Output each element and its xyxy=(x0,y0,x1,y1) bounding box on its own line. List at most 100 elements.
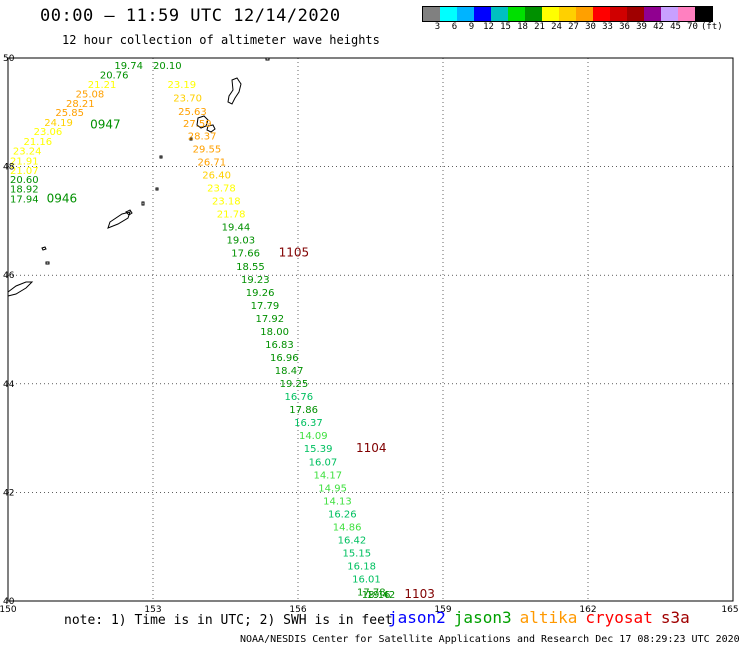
page-subtitle: 12 hour collection of altimeter wave hei… xyxy=(62,33,380,47)
color-scale-label: 21 xyxy=(534,22,545,32)
color-swatch xyxy=(474,7,491,21)
wave-height-value: 21.07 xyxy=(10,166,39,177)
wave-height-value: 28.37 xyxy=(188,131,217,142)
wave-height-value: 17.94 xyxy=(10,194,39,205)
wave-height-value: 17.66 xyxy=(231,249,260,260)
lon-tick-label: 162 xyxy=(579,605,596,615)
lon-tick-label: 150 xyxy=(0,605,17,615)
color-swatch xyxy=(695,7,712,21)
legend-s3a: s3a xyxy=(660,608,690,627)
color-swatch xyxy=(457,7,474,21)
color-swatch xyxy=(610,7,627,21)
wave-height-value: 23.18 xyxy=(212,197,241,208)
wave-height-value: 16.37 xyxy=(294,418,323,429)
map-border xyxy=(7,57,734,602)
wave-height-value: 14.13 xyxy=(323,496,352,507)
color-swatch xyxy=(491,7,508,21)
wave-height-value: 16.18 xyxy=(347,562,376,573)
wave-height-value: 20.10 xyxy=(153,61,182,72)
footer-note: note: 1) Time is in UTC; 2) SWH is in fe… xyxy=(64,613,393,628)
lat-tick-label: 44 xyxy=(3,380,15,390)
lon-tick-label: 153 xyxy=(144,605,161,615)
page-title: 00:00 – 11:59 UTC 12/14/2020 xyxy=(40,6,341,26)
coastline-islands xyxy=(7,57,270,297)
color-swatch xyxy=(593,7,610,21)
wave-height-value: 23.24 xyxy=(13,147,42,158)
wave-height-value: 17.79 xyxy=(251,301,280,312)
color-scale-bar xyxy=(422,6,713,22)
wave-height-value: 19.03 xyxy=(226,236,255,247)
color-swatch xyxy=(559,7,576,21)
lat-tick-label: 48 xyxy=(3,163,15,173)
wave-height-value: 14.09 xyxy=(299,431,328,442)
wave-height-value: 19.26 xyxy=(246,288,275,299)
wave-height-value: 26.40 xyxy=(202,171,231,182)
pass-time-label: 0947 xyxy=(90,118,121,132)
wave-height-value: 19.23 xyxy=(241,275,270,286)
wave-height-value: 21.21 xyxy=(88,80,117,91)
wave-height-value: 16.26 xyxy=(328,509,357,520)
legend-cryosat: cryosat xyxy=(585,608,653,627)
color-scale-label: 39 xyxy=(636,22,647,32)
wave-height-value: 15.39 xyxy=(304,444,333,455)
lat-lon-grid xyxy=(7,57,734,602)
wave-height-value: 23.06 xyxy=(34,127,63,138)
wave-height-value: 17.92 xyxy=(255,314,284,325)
wave-height-value: 14.17 xyxy=(313,470,342,481)
legend-jason3: jason3 xyxy=(453,608,512,627)
color-scale-label: 9 xyxy=(468,22,475,32)
color-scale-label: 18 xyxy=(517,22,528,32)
wave-height-value: 25.08 xyxy=(76,90,105,101)
pass-time-label: 0946 xyxy=(47,191,78,205)
legend-altika: altika xyxy=(519,608,578,627)
color-swatch xyxy=(661,7,678,21)
wave-height-value: 21.91 xyxy=(10,156,39,167)
color-scale-label: 42 xyxy=(653,22,664,32)
wave-height-value: 23.78 xyxy=(207,184,236,195)
wave-height-value: 23.70 xyxy=(173,93,202,104)
wave-height-points: 19.74 20.10 20.7621.2125.0828.2125.8524.19… xyxy=(10,61,395,601)
wave-height-value: 15.15 xyxy=(342,548,371,559)
color-scale-label: 33 xyxy=(602,22,613,32)
wave-height-value: 16.96 xyxy=(270,353,299,364)
color-swatch xyxy=(440,7,457,21)
wave-height-value: 21.78 xyxy=(217,210,246,221)
lon-tick-label: 156 xyxy=(289,605,306,615)
pass-time-label: 1104 xyxy=(356,441,387,455)
wave-height-value: 19.42 xyxy=(367,590,396,601)
wave-height-value: 18.00 xyxy=(260,327,289,338)
footer-credit: NOAA/NESDIS Center for Satellite Applica… xyxy=(240,634,740,645)
lon-tick-label: 159 xyxy=(434,605,451,615)
wave-height-value: 19.25 xyxy=(280,379,309,390)
wave-height-value: 18.47 xyxy=(275,366,304,377)
color-scale-labels: 3 6 9 12 15 18 21 24 27 30 33 36 39 42 45 70 (ft) xyxy=(422,22,740,34)
axis-tick-labels: 150 153 156 159 162 165 50 48 46 44 42 40 xyxy=(0,54,739,615)
color-scale-label: 70 xyxy=(687,22,698,32)
color-scale-label: 45 xyxy=(670,22,681,32)
wave-height-value: 18.16 xyxy=(362,590,391,601)
lat-tick-label: 50 xyxy=(3,54,15,64)
color-swatch xyxy=(525,7,542,21)
color-scale-label: 6 xyxy=(451,22,458,32)
lon-tick-label: 165 xyxy=(721,605,738,615)
color-scale-label: 3 xyxy=(434,22,441,32)
pass-time-label: 1103 xyxy=(404,587,435,601)
wave-height-value: 19.44 xyxy=(222,223,251,234)
color-scale-label: (ft) xyxy=(701,22,723,32)
wave-height-value: 19.74 xyxy=(114,61,143,72)
wave-height-value: 28.21 xyxy=(66,99,95,110)
wave-height-value: 16.07 xyxy=(309,457,338,468)
wave-height-value: 17.78 xyxy=(357,588,386,599)
pass-time-label: 1105 xyxy=(279,246,310,260)
legend-jason2: jason2 xyxy=(388,608,446,627)
wave-height-value: 16.76 xyxy=(284,392,313,403)
wave-height-value: 25.63 xyxy=(178,107,207,118)
wave-height-value: 14.86 xyxy=(333,522,362,533)
wave-height-value: 18.92 xyxy=(10,185,39,196)
wave-height-value: 25.85 xyxy=(55,108,84,119)
color-swatch xyxy=(508,7,525,21)
color-scale-label: 27 xyxy=(568,22,579,32)
wave-height-value: 21.16 xyxy=(23,137,52,148)
color-swatch xyxy=(542,7,559,21)
